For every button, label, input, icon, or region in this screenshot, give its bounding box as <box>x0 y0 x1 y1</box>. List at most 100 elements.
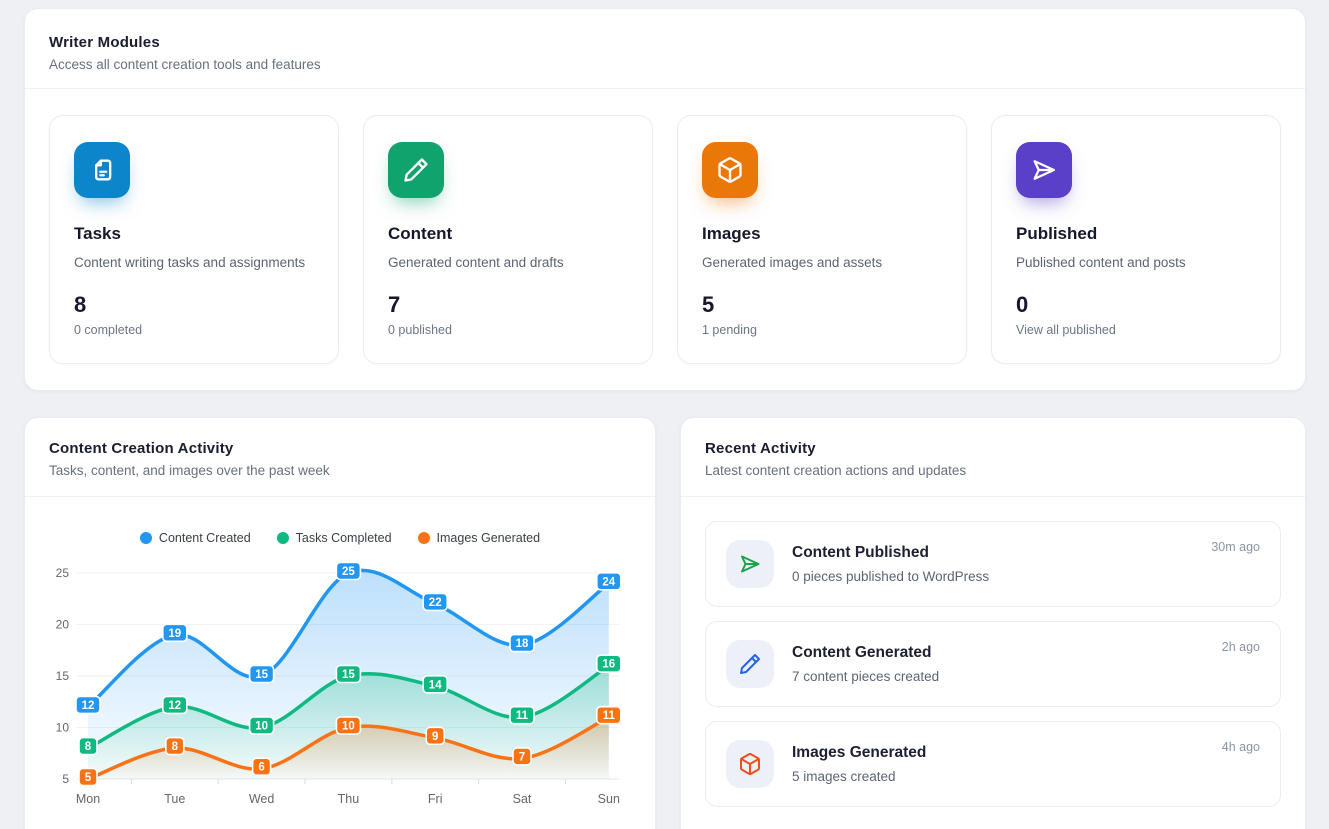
module-count: 5 <box>702 292 715 317</box>
svg-text:7: 7 <box>519 751 525 763</box>
pencil-icon <box>738 652 762 676</box>
images-icon-tile <box>702 142 758 198</box>
module-card-content[interactable]: Content Generated content and drafts 7 0… <box>363 115 653 364</box>
svg-text:14: 14 <box>429 679 442 691</box>
legend-label: Tasks Completed <box>295 531 392 545</box>
writer-modules-header: Writer Modules Access all content creati… <box>25 9 1305 89</box>
recent-activity-list: Content Published 0 pieces published to … <box>681 497 1305 829</box>
cube-icon <box>716 156 744 184</box>
panel-title: Content Creation Activity <box>49 440 234 457</box>
module-card-images[interactable]: Images Generated images and assets 5 1 p… <box>677 115 967 364</box>
svg-text:12: 12 <box>82 700 95 712</box>
activity-chart-svg: 5 10 15 20 25 Mon Tue Wed Thu Fri Sat Sun 12 19 15 25 22… <box>56 561 622 806</box>
activity-description: 5 images created <box>792 769 896 784</box>
module-title: Published <box>1016 224 1098 243</box>
svg-text:Tue: Tue <box>164 792 185 806</box>
activity-item-text: Images Generated 5 images created <box>792 744 926 784</box>
content-icon-tile <box>388 142 444 198</box>
svg-text:11: 11 <box>516 710 529 722</box>
published-icon-tile <box>1016 142 1072 198</box>
svg-text:11: 11 <box>603 710 616 722</box>
send-icon <box>1030 156 1058 184</box>
svg-text:25: 25 <box>56 566 70 580</box>
svg-text:8: 8 <box>172 741 179 753</box>
svg-text:19: 19 <box>168 628 181 640</box>
module-count: 8 <box>74 292 87 317</box>
tasks-icon-tile <box>74 142 130 198</box>
svg-text:9: 9 <box>432 731 438 743</box>
panel-title: Recent Activity <box>705 440 816 457</box>
legend-dot <box>276 532 289 544</box>
activity-item-text: Content Published 0 pieces published to … <box>792 544 989 584</box>
legend-item-content-created[interactable]: Content Created <box>139 531 251 545</box>
activity-timestamp: 30m ago <box>1211 540 1260 554</box>
activity-icon-chip <box>726 540 774 588</box>
svg-text:15: 15 <box>342 669 355 681</box>
module-substat: 0 completed <box>74 323 143 337</box>
svg-text:Mon: Mon <box>76 792 100 806</box>
chart-body: Content Created Tasks Completed Images G… <box>25 497 655 823</box>
activity-title: Images Generated <box>792 744 927 761</box>
legend-item-images-generated[interactable]: Images Generated <box>417 531 541 545</box>
svg-text:10: 10 <box>56 721 70 735</box>
module-description: Published content and posts <box>1016 255 1186 270</box>
activity-item-text: Content Generated 7 content pieces creat… <box>792 644 939 684</box>
legend-dot <box>139 532 152 544</box>
module-substat: 0 published <box>388 323 452 337</box>
legend-label: Content Created <box>158 531 251 545</box>
writer-modules-panel: Writer Modules Access all content creati… <box>24 8 1306 391</box>
activity-description: 7 content pieces created <box>792 669 940 684</box>
module-title: Content <box>388 224 453 243</box>
svg-text:12: 12 <box>168 700 181 712</box>
svg-text:20: 20 <box>56 618 70 632</box>
module-description: Content writing tasks and assignments <box>74 255 306 270</box>
recent-activity-panel: Recent Activity Latest content creation … <box>680 417 1306 829</box>
legend-item-tasks-completed[interactable]: Tasks Completed <box>276 531 392 545</box>
module-count: 0 <box>1016 292 1029 317</box>
pencil-icon <box>402 156 430 184</box>
svg-text:Thu: Thu <box>338 792 360 806</box>
svg-text:10: 10 <box>255 721 268 733</box>
activity-timestamp: 2h ago <box>1221 640 1260 654</box>
module-count: 7 <box>388 292 401 317</box>
activity-item-content-published: Content Published 0 pieces published to … <box>705 521 1281 607</box>
activity-item-images-generated: Images Generated 5 images created 4h ago <box>705 721 1281 807</box>
content-creation-activity-panel: Content Creation Activity Tasks, content… <box>24 417 656 829</box>
chart-legend: Content Created Tasks Completed Images G… <box>41 531 639 545</box>
module-cards: Tasks Content writing tasks and assignme… <box>25 89 1305 390</box>
panel-subtitle: Tasks, content, and images over the past… <box>49 463 330 478</box>
send-icon <box>738 552 762 576</box>
svg-text:15: 15 <box>56 669 70 683</box>
module-description: Generated content and drafts <box>388 255 564 270</box>
svg-text:6: 6 <box>258 762 264 774</box>
svg-text:Sun: Sun <box>598 792 620 806</box>
svg-text:22: 22 <box>429 597 442 609</box>
svg-text:25: 25 <box>342 566 355 578</box>
module-card-tasks[interactable]: Tasks Content writing tasks and assignme… <box>49 115 339 364</box>
svg-text:Fri: Fri <box>428 792 443 806</box>
legend-label: Images Generated <box>436 531 541 545</box>
legend-dot <box>417 532 430 544</box>
svg-text:18: 18 <box>516 638 529 650</box>
activity-title: Content Generated <box>792 644 932 661</box>
cube-icon <box>738 752 762 776</box>
svg-text:16: 16 <box>602 659 615 671</box>
activity-description: 0 pieces published to WordPress <box>792 569 990 584</box>
svg-text:15: 15 <box>255 669 268 681</box>
activity-icon-chip <box>726 640 774 688</box>
panel-title: Writer Modules <box>49 34 160 51</box>
module-card-published[interactable]: Published Published content and posts 0 … <box>991 115 1281 364</box>
module-substat: View all published <box>1016 323 1116 337</box>
svg-text:10: 10 <box>342 721 355 733</box>
module-title: Tasks <box>74 224 121 243</box>
svg-text:5: 5 <box>62 772 69 786</box>
module-title: Images <box>702 224 761 243</box>
recent-panel-header: Recent Activity Latest content creation … <box>681 418 1305 497</box>
svg-text:Wed: Wed <box>249 792 275 806</box>
panel-subtitle: Latest content creation actions and upda… <box>705 463 967 478</box>
module-description: Generated images and assets <box>702 255 883 270</box>
svg-text:24: 24 <box>602 576 615 588</box>
svg-text:8: 8 <box>85 741 92 753</box>
activity-item-content-generated: Content Generated 7 content pieces creat… <box>705 621 1281 707</box>
